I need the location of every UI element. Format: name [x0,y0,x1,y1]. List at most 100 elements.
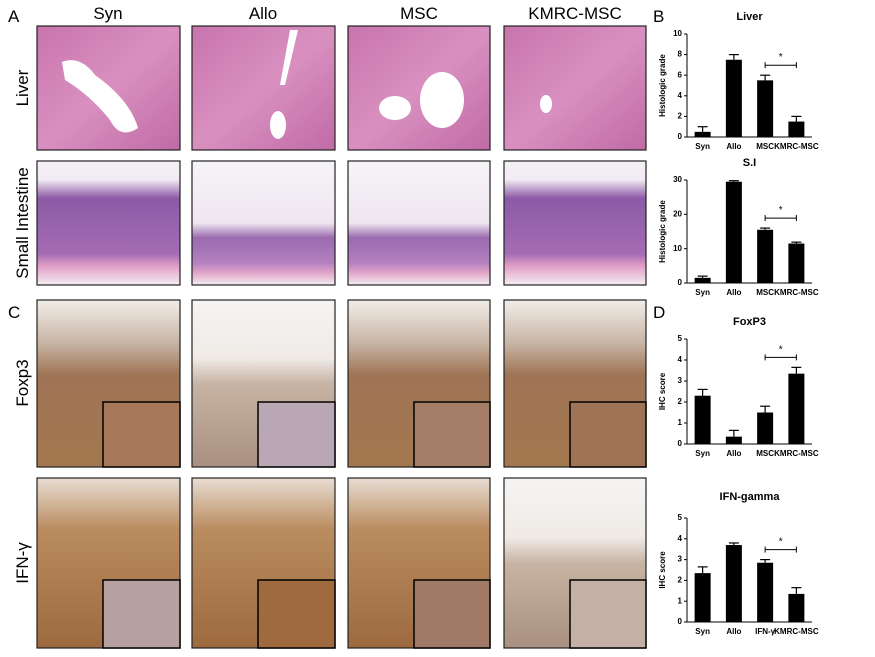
row-label: IFN-γ [13,542,32,584]
micrograph [347,25,491,151]
column-header: KMRC-MSC [528,4,622,23]
x-tick-label: Allo [726,142,741,151]
micrograph [347,160,491,286]
significance-label: * [779,205,783,216]
panel-label: C [8,303,20,322]
y-tick-label: 5 [678,334,683,343]
vessel [62,60,138,133]
y-axis-label: IHC score [658,372,667,410]
column-header: Syn [93,4,122,23]
vessel [280,30,298,85]
y-tick-label: 0 [678,439,683,448]
y-tick-label: 8 [678,50,683,59]
panel-label: D [653,303,665,322]
y-axis-label: Histologic grade [658,200,667,263]
inset [413,579,491,649]
micrograph [36,160,181,286]
inset [102,401,181,468]
x-tick-label: MSC [756,142,774,151]
x-tick-label: Syn [695,449,710,458]
chart-title: IFN-gamma [720,491,781,503]
panel-label: B [653,7,664,26]
x-tick-label: Syn [695,627,710,636]
vessel [379,96,411,120]
x-tick-label: KMRC-MSC [774,142,819,151]
y-tick-label: 6 [678,70,683,79]
y-tick-label: 2 [678,112,683,121]
bar [788,373,805,444]
bar [694,395,711,444]
x-tick-label: KMRC-MSC [774,627,819,636]
y-tick-label: 0 [678,617,683,626]
bar [757,80,774,137]
y-tick-label: 4 [678,91,683,100]
chart-title: FoxP3 [733,316,766,328]
x-tick-label: Allo [726,627,741,636]
x-tick-label: Allo [726,288,741,297]
micrograph [503,160,647,286]
column-header: Allo [249,4,277,23]
bar [725,436,742,444]
y-tick-label: 0 [678,278,683,287]
significance-label: * [779,52,783,63]
inset [569,401,647,468]
x-tick-label: MSC [756,449,774,458]
y-tick-label: 2 [678,576,683,585]
bar [725,59,742,137]
bar [694,131,711,137]
y-axis-label: IHC score [658,551,667,589]
y-tick-label: 1 [678,596,683,605]
row-label: Liver [13,69,32,106]
bar [757,412,774,444]
x-tick-label: Allo [726,449,741,458]
row-label: Foxp3 [13,359,32,406]
micrograph [191,25,336,151]
y-tick-label: 5 [678,513,683,522]
micrographs [36,25,647,649]
inset [413,401,491,468]
y-tick-label: 4 [678,355,683,364]
bar [725,545,742,622]
y-tick-label: 2 [678,397,683,406]
micrograph [191,160,336,286]
panel-label: A [8,7,20,26]
inset [257,579,336,649]
inset [102,579,181,649]
y-tick-label: 0 [678,132,683,141]
y-tick-label: 30 [673,175,682,184]
x-tick-label: KMRC-MSC [774,288,819,297]
y-tick-label: 4 [678,534,683,543]
bar [694,573,711,622]
y-tick-label: 20 [673,209,682,218]
x-tick-label: Syn [695,288,710,297]
y-tick-label: 10 [673,244,682,253]
chart-title: S.I [743,157,756,169]
significance-label: * [779,344,783,355]
bar [694,277,711,283]
y-tick-label: 1 [678,418,683,427]
inset [257,401,336,468]
y-tick-label: 3 [678,376,683,385]
x-tick-label: IFN-γ [755,627,776,636]
vessel [540,95,552,113]
x-tick-label: KMRC-MSC [774,449,819,458]
column-header: MSC [400,4,438,23]
y-tick-label: 3 [678,555,683,564]
bar [788,593,805,622]
bar [757,229,774,283]
micrograph [503,25,647,151]
y-axis-label: Histologic grade [658,54,667,117]
inset [569,579,647,649]
bar [788,121,805,137]
chart-title: Liver [736,11,763,23]
y-tick-label: 10 [673,29,682,38]
vessel [270,111,286,139]
significance-label: * [779,537,783,548]
bar [725,181,742,283]
row-label: Small Intestine [13,167,32,279]
bar [757,562,774,622]
vessel [420,72,464,128]
bar [788,243,805,283]
x-tick-label: MSC [756,288,774,297]
